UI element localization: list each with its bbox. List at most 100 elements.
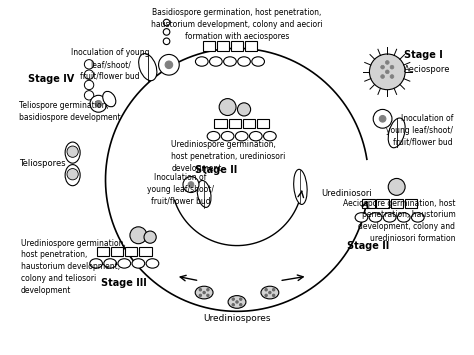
Ellipse shape	[252, 57, 264, 66]
Ellipse shape	[90, 259, 102, 268]
Ellipse shape	[221, 131, 234, 141]
Text: Inoculation of
young leaf/shoot/
fruit/flower bud: Inoculation of young leaf/shoot/ fruit/f…	[386, 114, 453, 147]
Ellipse shape	[224, 57, 237, 66]
Text: Urediniospore germination,
host penetration,
haustorium development,
colony and : Urediniospore germination, host penetrat…	[21, 239, 126, 295]
Circle shape	[237, 103, 251, 116]
Circle shape	[165, 61, 173, 69]
Text: Teliospores: Teliospores	[18, 159, 65, 168]
Ellipse shape	[207, 131, 220, 141]
Bar	[391, 199, 403, 208]
Ellipse shape	[65, 142, 80, 163]
Circle shape	[163, 38, 170, 45]
Text: Stage III: Stage III	[101, 278, 147, 288]
Circle shape	[163, 29, 170, 35]
Text: Stage II: Stage II	[195, 165, 237, 175]
Circle shape	[188, 182, 194, 187]
Bar	[257, 119, 269, 128]
Ellipse shape	[103, 91, 116, 107]
Text: Stage II: Stage II	[347, 241, 390, 251]
Circle shape	[388, 179, 405, 195]
Ellipse shape	[294, 169, 307, 204]
Circle shape	[269, 291, 271, 294]
Circle shape	[84, 91, 94, 100]
Circle shape	[390, 75, 394, 78]
Circle shape	[381, 65, 384, 69]
Ellipse shape	[411, 213, 424, 222]
Ellipse shape	[197, 180, 211, 207]
Text: Aeciospore: Aeciospore	[404, 65, 450, 74]
Text: Urediniosori: Urediniosori	[321, 190, 372, 198]
Circle shape	[369, 54, 405, 90]
Ellipse shape	[118, 259, 131, 268]
Ellipse shape	[195, 57, 208, 66]
Circle shape	[84, 60, 94, 69]
Ellipse shape	[383, 213, 396, 222]
Text: Urediniospores: Urediniospores	[203, 314, 271, 323]
Circle shape	[183, 176, 199, 192]
Circle shape	[385, 61, 389, 64]
Circle shape	[95, 100, 102, 107]
Circle shape	[203, 291, 205, 294]
Text: Aeciospore germination, host
penetration, haustorium
development, colony and
ure: Aeciospore germination, host penetration…	[343, 199, 456, 243]
Circle shape	[385, 70, 389, 74]
Bar	[231, 41, 243, 51]
Circle shape	[207, 289, 209, 291]
Circle shape	[373, 109, 392, 128]
Circle shape	[84, 80, 94, 90]
Ellipse shape	[388, 118, 405, 148]
Bar	[217, 41, 229, 51]
Ellipse shape	[146, 259, 159, 268]
Ellipse shape	[261, 286, 279, 299]
Text: Teliospore germination,
basidiospore development: Teliospore germination, basidiospore dev…	[18, 101, 120, 122]
Bar	[139, 246, 152, 256]
Ellipse shape	[237, 57, 250, 66]
Ellipse shape	[397, 213, 410, 222]
Circle shape	[219, 99, 236, 115]
Circle shape	[199, 289, 201, 291]
Circle shape	[390, 65, 394, 69]
Text: Stage I: Stage I	[404, 50, 442, 60]
Circle shape	[236, 301, 238, 303]
Text: Urediniospore germination,
host penetration, urediniosori
development: Urediniospore germination, host penetrat…	[171, 140, 286, 173]
Text: Basidiospore germination, host penetration,
haustorium development, colony and a: Basidiospore germination, host penetrati…	[151, 9, 323, 41]
Circle shape	[381, 75, 384, 78]
Circle shape	[90, 95, 107, 112]
Text: Stage IV: Stage IV	[28, 74, 74, 84]
Circle shape	[84, 70, 94, 80]
Bar	[363, 199, 374, 208]
Ellipse shape	[104, 259, 117, 268]
Bar	[97, 246, 109, 256]
Ellipse shape	[65, 165, 80, 186]
Bar	[376, 199, 389, 208]
Circle shape	[144, 231, 156, 243]
Circle shape	[163, 19, 170, 26]
Circle shape	[273, 289, 275, 291]
Ellipse shape	[139, 54, 157, 81]
Text: Inoculation of young
leaf/shoot/
fruit/flower bud: Inoculation of young leaf/shoot/ fruit/f…	[71, 48, 149, 81]
Bar	[125, 246, 137, 256]
Ellipse shape	[132, 259, 145, 268]
Ellipse shape	[228, 296, 246, 308]
Bar	[243, 119, 255, 128]
Circle shape	[379, 115, 386, 122]
Circle shape	[207, 294, 209, 296]
Ellipse shape	[210, 57, 222, 66]
Text: Inoculation of
young leaf/shoot/
fruit/flower bud: Inoculation of young leaf/shoot/ fruit/f…	[147, 173, 214, 206]
Circle shape	[232, 304, 235, 306]
Circle shape	[239, 304, 242, 306]
Bar	[245, 41, 257, 51]
Bar	[214, 119, 227, 128]
Ellipse shape	[195, 286, 213, 299]
Circle shape	[199, 294, 201, 296]
Circle shape	[265, 294, 267, 296]
Circle shape	[273, 294, 275, 296]
Circle shape	[232, 298, 235, 300]
Bar	[405, 199, 417, 208]
Ellipse shape	[236, 131, 248, 141]
Circle shape	[159, 54, 179, 75]
Ellipse shape	[355, 213, 368, 222]
Ellipse shape	[264, 131, 276, 141]
Circle shape	[130, 227, 147, 244]
Circle shape	[67, 169, 78, 180]
Bar	[111, 246, 123, 256]
